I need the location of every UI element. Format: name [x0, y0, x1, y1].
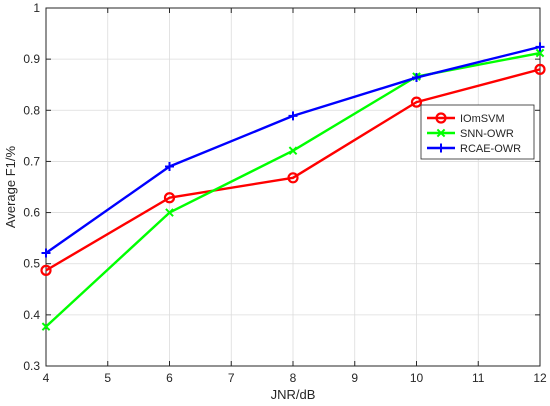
- data-point-iomsvm: [287, 172, 299, 184]
- data-point-rcae-owr: [288, 111, 298, 121]
- data-point-iomsvm: [40, 264, 52, 276]
- axis-ticks: 4 5 6 7 8 9 10 11 12 0.3 0.4 0.5 0.6 0.7 0.8 0.9 1: [23, 1, 547, 385]
- legend-label-snn-owr: SNN-OWR: [460, 128, 514, 140]
- x-tick-label: 12: [533, 371, 547, 385]
- x-axis-label: JNR/dB: [271, 387, 316, 402]
- x-tick-label: 7: [228, 371, 235, 385]
- series-line-iomsvm: [45, 68, 541, 272]
- y-tick-label: 0.5: [23, 257, 40, 271]
- y-tick-label: 0.6: [23, 206, 40, 220]
- data-point-rcae-owr: [165, 162, 174, 172]
- data-point-iomsvm: [163, 192, 176, 204]
- legend-marker-iomsvm: [435, 112, 447, 124]
- data-point-rcae-owr: [41, 248, 51, 258]
- x-tick-label: 4: [43, 371, 50, 385]
- y-tick-label: 0.3: [23, 359, 40, 373]
- data-series: [40, 42, 546, 331]
- data-point-snn-owr: [165, 208, 174, 217]
- data-point-snn-owr: [41, 322, 51, 331]
- data-point-iomsvm: [410, 96, 423, 108]
- legend-label-rcae-owr: RCAE-OWR: [460, 143, 521, 155]
- legend-marker-rcae-owr: [436, 143, 446, 153]
- x-tick-label: 10: [410, 371, 424, 385]
- x-tick-label: 11: [472, 371, 485, 385]
- data-point-rcae-owr: [535, 42, 545, 52]
- y-tick-label: 0.7: [23, 154, 40, 168]
- legend: IOmSVM SNN-OWR RCAE-OWR: [420, 104, 535, 160]
- y-tick-label: 0.9: [23, 52, 40, 66]
- x-tick-label: 5: [104, 371, 111, 385]
- data-point-snn-owr: [535, 48, 545, 58]
- legend-marker-snn-owr: [436, 128, 446, 138]
- y-tick-label: 1: [33, 1, 40, 15]
- y-tick-label: 0.4: [23, 308, 40, 322]
- y-tick-label: 0.8: [23, 103, 40, 117]
- data-point-rcae-owr: [412, 73, 421, 83]
- data-point-snn-owr: [288, 146, 298, 155]
- legend-label-iomsvm: IOmSVM: [460, 113, 505, 125]
- y-axis-label: Average F1/%: [3, 145, 18, 228]
- data-point-iomsvm: [534, 63, 546, 75]
- x-tick-label: 8: [290, 371, 297, 385]
- x-tick-label: 9: [351, 371, 358, 385]
- x-tick-label: 6: [166, 371, 173, 385]
